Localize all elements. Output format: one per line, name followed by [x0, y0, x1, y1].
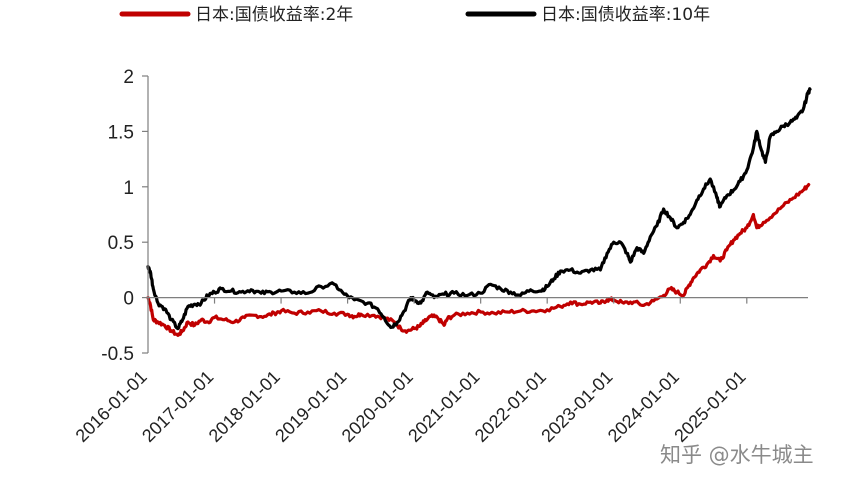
x-tick-label: 2023-01-01: [537, 367, 616, 446]
x-tick-label: 2018-01-01: [205, 367, 284, 446]
y-tick-labels: -0.5 0 0.5 1 1.5 2: [101, 67, 148, 365]
series-line-2y: [146, 183, 811, 337]
y-tick-label: 1.5: [108, 122, 134, 143]
y-tick-label: 0.5: [108, 233, 134, 254]
y-tick-label: 1: [123, 178, 134, 199]
x-tick-label: 2022-01-01: [471, 367, 550, 446]
y-tick-label: 0: [123, 289, 134, 310]
x-tick-label: 2025-01-01: [670, 367, 749, 446]
x-tick-label: 2016-01-01: [72, 367, 151, 446]
x-tick-label: 2021-01-01: [404, 367, 483, 446]
series-layer: [146, 87, 812, 337]
legend: 日本:国债收益率:2年 日本:国债收益率:10年: [119, 5, 710, 25]
y-tick-label: 2: [123, 67, 134, 88]
x-tick-label: 2019-01-01: [271, 367, 350, 446]
x-tick-label: 2020-01-01: [338, 367, 417, 446]
series-line-10y: [146, 87, 812, 331]
x-tick-label: 2024-01-01: [604, 367, 683, 446]
axes: [147, 76, 808, 353]
y-tick-label: -0.5: [101, 344, 134, 365]
watermark-text: 知乎 @水牛城主: [660, 443, 814, 467]
legend-label: 日本:国债收益率:10年: [541, 5, 710, 25]
x-tick-label: 2017-01-01: [138, 367, 217, 446]
legend-label: 日本:国债收益率:2年: [195, 5, 353, 25]
